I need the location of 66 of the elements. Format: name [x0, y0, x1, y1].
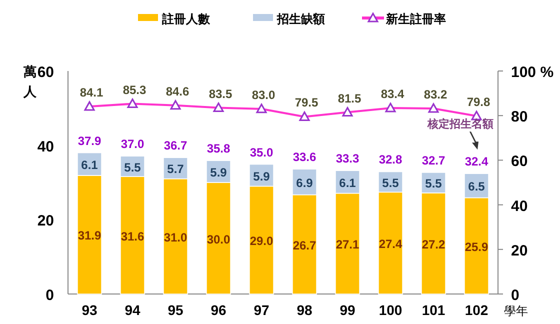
y2-tick-label: 0	[511, 287, 520, 304]
legend-label: 招生缺額	[276, 12, 325, 26]
x-tick-label: 102	[464, 302, 488, 318]
data-label: 5.5	[382, 176, 400, 190]
data-label: 31.9	[78, 228, 102, 243]
total-label: 32.8	[378, 152, 402, 167]
y2-tick-label: 20	[511, 242, 528, 260]
data-label: 6.1	[81, 158, 98, 172]
data-label: 83.0	[252, 88, 276, 102]
total-label: 33.6	[292, 150, 316, 164]
data-label: 5.9	[253, 169, 270, 184]
x-tick-label: 98	[296, 302, 312, 318]
data-label: 83.2	[424, 87, 448, 102]
data-label: 79.5	[294, 96, 318, 110]
y-tick-label: 40	[37, 138, 54, 156]
data-label: 30.0	[206, 232, 230, 246]
x-tick-label: 96	[210, 302, 226, 318]
total-label: 35.0	[250, 145, 274, 160]
data-label: 83.4	[380, 87, 404, 102]
legend-label: 新生註冊率	[385, 12, 446, 26]
total-label: 37.9	[78, 134, 102, 148]
x-tick-label: 94	[124, 302, 140, 318]
data-label: 27.1	[336, 238, 360, 252]
x-tick-label: 95	[168, 302, 184, 318]
data-label: 6.9	[296, 176, 314, 190]
data-label: 5.9	[210, 166, 228, 180]
data-label: 5.7	[167, 162, 184, 176]
data-label: 27.2	[422, 237, 446, 252]
total-label: 36.7	[164, 138, 188, 153]
y2-tick-label: 100 %	[511, 64, 554, 81]
data-label: 81.5	[338, 91, 362, 106]
annotation: 核定招生名額	[426, 118, 494, 131]
data-label: 6.5	[468, 180, 486, 194]
x-tick-label: 101	[422, 302, 446, 318]
arrow-annotation: 核定招生名額	[428, 118, 494, 150]
data-label: 84.6	[166, 84, 190, 98]
y-tick-label: 0	[46, 287, 54, 304]
data-label: 31.0	[164, 230, 188, 244]
total-label: 32.7	[422, 153, 446, 168]
y2-tick-label: 80	[511, 108, 528, 126]
data-label: 83.5	[208, 86, 232, 101]
legend-label: 註冊人數	[161, 12, 211, 26]
y-tick-label: 20	[37, 212, 54, 230]
x-tick-label: 93	[82, 302, 98, 318]
y-axis-title: 萬人	[22, 65, 38, 100]
x-axis-title: 學年	[504, 304, 528, 318]
data-label: 85.3	[122, 82, 146, 97]
y2-tick-label: 60	[511, 153, 528, 170]
total-label: 33.3	[336, 152, 360, 166]
data-label: 25.9	[464, 240, 488, 254]
data-label: 5.5	[124, 160, 142, 174]
data-label: 31.6	[120, 229, 144, 244]
data-label: 84.1	[80, 85, 104, 100]
y2-tick-label: 40	[511, 198, 528, 215]
total-label: 35.8	[206, 142, 230, 156]
total-label: 32.4	[464, 154, 488, 169]
data-label: 6.1	[339, 176, 356, 190]
data-label: 26.7	[292, 238, 316, 252]
x-tick-label: 97	[254, 302, 270, 318]
total-label: 37.0	[120, 137, 144, 152]
data-label: 79.8	[466, 95, 490, 110]
data-label: 5.5	[425, 176, 442, 191]
x-tick-label: 100	[378, 302, 402, 318]
data-label: 29.0	[250, 234, 274, 248]
y-tick-label: 60	[37, 64, 54, 81]
x-tick-label: 99	[340, 302, 356, 318]
